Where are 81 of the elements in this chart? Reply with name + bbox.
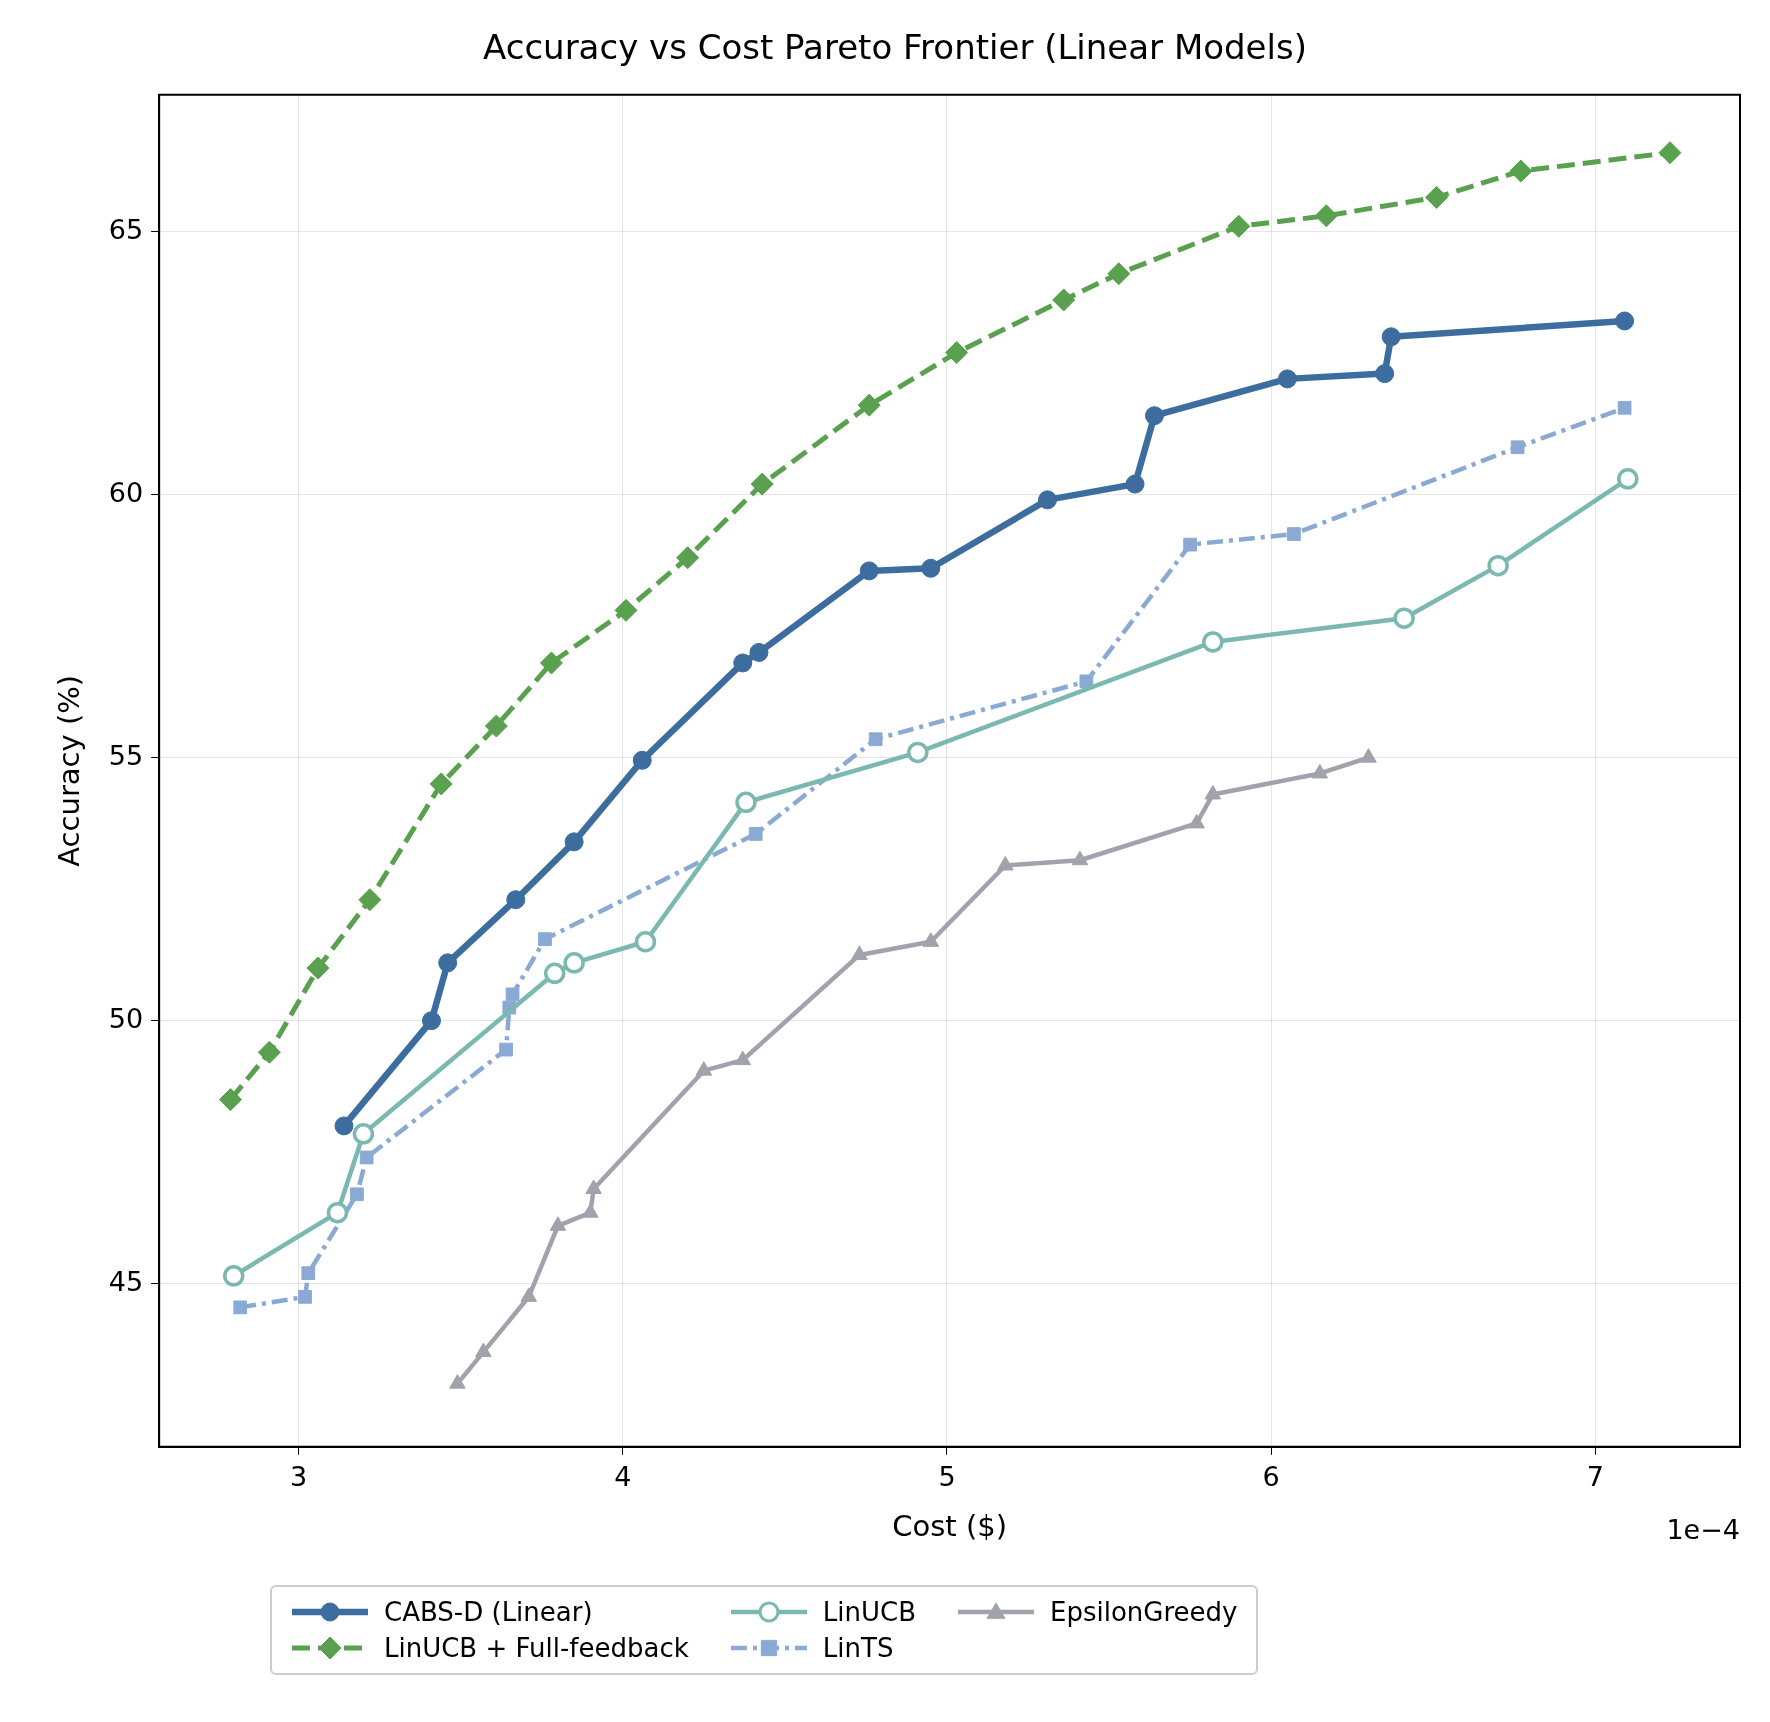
point — [1107, 262, 1131, 286]
legend-label: LinUCB + Full-feedback — [384, 1633, 689, 1663]
point — [334, 1116, 354, 1136]
point — [505, 987, 520, 1002]
legend-label: LinUCB — [822, 1597, 917, 1627]
point — [1381, 327, 1401, 347]
point — [945, 341, 969, 365]
point — [499, 1042, 513, 1057]
text: 1e−4 — [1666, 1514, 1740, 1546]
point — [564, 832, 584, 852]
point — [543, 962, 566, 985]
point — [484, 714, 508, 738]
point — [1510, 440, 1525, 455]
point — [676, 546, 700, 570]
point — [222, 1265, 245, 1287]
point — [1125, 474, 1145, 494]
point — [1144, 406, 1164, 426]
y-tick-label: 65 — [108, 213, 144, 245]
point — [1202, 631, 1224, 653]
point — [1509, 159, 1533, 183]
point — [1287, 527, 1301, 541]
point — [1037, 490, 1057, 510]
point — [735, 791, 757, 814]
point — [1487, 554, 1509, 577]
point — [301, 1266, 316, 1281]
point — [506, 890, 526, 910]
point — [306, 956, 330, 980]
x-tick-label: 3 — [289, 1461, 308, 1493]
point — [1617, 400, 1632, 415]
point — [750, 472, 774, 496]
x-tick-label: 7 — [1586, 1461, 1604, 1493]
point — [632, 750, 652, 770]
point — [1617, 468, 1639, 490]
point — [350, 1187, 364, 1202]
y-tick-label: 50 — [108, 1002, 144, 1034]
point — [634, 931, 657, 953]
y-tick-label: 55 — [108, 739, 144, 771]
y-tick-label: 45 — [108, 1265, 144, 1297]
y-tick-label: 60 — [108, 476, 144, 508]
point — [749, 642, 769, 662]
point — [1183, 537, 1198, 552]
point — [298, 1290, 312, 1304]
point — [1052, 288, 1076, 312]
point — [539, 651, 563, 675]
point — [352, 1123, 375, 1145]
legend-label: CABS-D (Linear) — [384, 1597, 593, 1627]
point — [857, 393, 881, 417]
point — [1277, 369, 1297, 389]
point — [921, 558, 941, 578]
point — [859, 561, 879, 581]
point — [233, 1300, 248, 1315]
point — [358, 888, 382, 912]
legend-label: EpsilonGreedy — [1050, 1597, 1238, 1627]
point — [1227, 214, 1251, 238]
point — [438, 953, 458, 973]
point — [1658, 141, 1682, 165]
point — [421, 1011, 441, 1031]
point — [326, 1201, 349, 1224]
point — [1615, 311, 1635, 331]
point — [218, 1088, 242, 1112]
point — [257, 1040, 281, 1064]
point — [1393, 607, 1415, 629]
point — [538, 932, 552, 947]
point — [359, 1150, 374, 1165]
point — [907, 741, 929, 764]
point — [1425, 185, 1449, 209]
point — [1314, 204, 1338, 228]
point — [614, 598, 638, 622]
point — [733, 653, 753, 673]
point — [1375, 364, 1395, 384]
point — [868, 732, 883, 747]
x-tick-label: 5 — [938, 1461, 956, 1493]
point — [429, 772, 453, 796]
y-axis-title: Accuracy (%) — [51, 674, 86, 867]
x-tick-label: 6 — [1262, 1461, 1280, 1493]
point — [563, 952, 585, 974]
point — [748, 827, 763, 841]
chart-title: Accuracy vs Cost Pareto Frontier (Linear Models) — [483, 27, 1307, 68]
x-axis-title: Cost ($) — [892, 1509, 1007, 1544]
legend-label: LinTS — [822, 1633, 894, 1663]
x-tick-label: 4 — [614, 1461, 632, 1493]
